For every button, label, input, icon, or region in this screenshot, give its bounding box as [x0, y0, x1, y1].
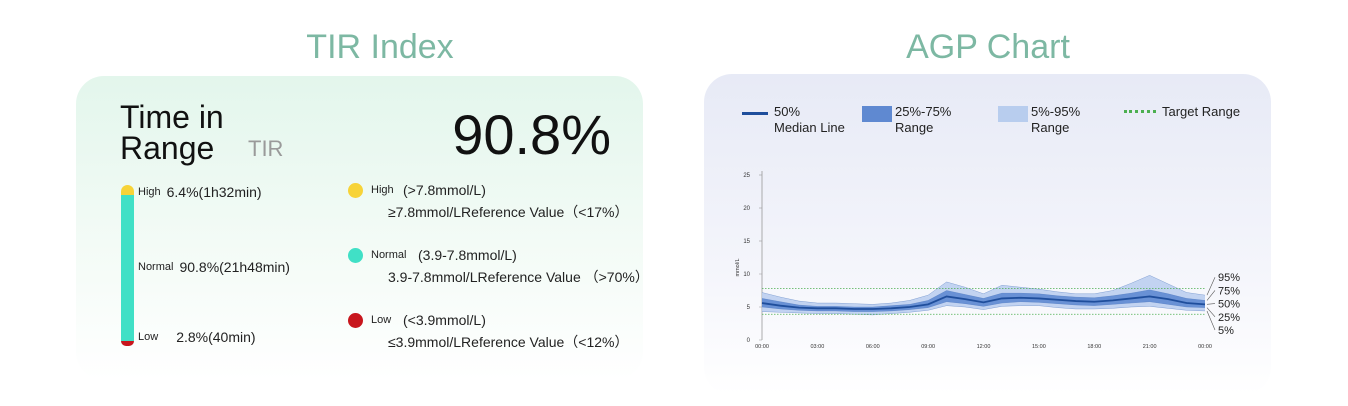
series-label: 5% [1218, 325, 1234, 337]
x-tick-label: 00:00 [755, 344, 769, 350]
leader-line [1206, 310, 1216, 331]
legend-reference: 3.9-7.8mmol/LReference Value （>70%） [388, 269, 643, 285]
legend-swatch [862, 106, 892, 122]
leader-line [1206, 307, 1216, 317]
bar-segment [121, 341, 134, 346]
legend-range: (>7.8mmol/L) [403, 182, 486, 198]
agp-heading: AGP Chart [906, 28, 1070, 66]
tir-heading: TIR Index [306, 28, 454, 66]
legend-swatch [998, 106, 1028, 122]
tir-legend: High (>7.8mmol/L) ≥7.8mmol/LReference Valu… [348, 76, 643, 376]
agp-legend: 50% Median Line 25%-75% Range 5%-95% Range… [704, 104, 1271, 144]
level-label: 90.8%(21h48min) [179, 259, 290, 276]
tir-title: Time in Range [120, 99, 224, 166]
band [762, 289, 1205, 312]
tir-value: 90.8% [452, 103, 611, 166]
series-label: 75% [1218, 285, 1240, 297]
y-tick-label: 10 [743, 272, 750, 278]
x-tick-label: 12:00 [977, 344, 991, 350]
x-tick-label: 06:00 [866, 344, 880, 350]
legend-range: (<3.9mmol/L) [403, 312, 486, 328]
leader-line [1206, 290, 1216, 301]
median-line [761, 295, 1206, 310]
legend-name: Normal [371, 249, 407, 261]
bar-segment [121, 185, 134, 196]
leader-line [1206, 303, 1216, 305]
legend-text: 25%-75% Range [895, 104, 952, 135]
bar-label-row: Low 2.8%(40min) [138, 329, 256, 345]
x-tick-label: 18:00 [1087, 344, 1101, 350]
y-tick-label: 5 [747, 305, 751, 311]
x-tick-label: 15:00 [1032, 344, 1046, 350]
legend-dot [348, 313, 363, 328]
legend-reference: ≤3.9mmol/LReference Value（<12%） [388, 334, 629, 350]
legend-swatch [1124, 110, 1156, 113]
series-label: 50% [1218, 299, 1240, 311]
y-tick-label: 25 [743, 173, 750, 179]
legend-text: 50% Median Line [774, 104, 845, 135]
bar-label-row: Normal 90.8%(21h48min) [138, 259, 290, 275]
legend-reference: ≥7.8mmol/LReference Value（<17%） [388, 204, 629, 220]
legend-name: Low [371, 314, 392, 326]
x-tick-label: 03:00 [810, 344, 824, 350]
legend-range: (3.9-7.8mmol/L) [418, 247, 517, 263]
legend-dot [348, 248, 363, 263]
leader-line [1206, 277, 1216, 296]
level-label: 2.8%(40min) [176, 328, 256, 345]
y-tick-label: 15 [743, 239, 750, 245]
x-tick-label: 00:00 [1198, 344, 1212, 350]
legend-dot [348, 183, 363, 198]
series-label: 95% [1218, 272, 1240, 284]
x-tick-label: 09:00 [921, 344, 935, 350]
percentile-line [761, 275, 1206, 305]
level-name: High [138, 186, 161, 199]
y-tick-label: 20 [743, 206, 750, 212]
y-axis-label: mmol/L [735, 258, 741, 276]
x-tick-label: 21:00 [1143, 344, 1157, 350]
percentile-line [761, 289, 1206, 308]
bar-label-row: High 6.4%(1h32min) [138, 184, 262, 200]
agp-card: 50% Median Line 25%-75% Range 5%-95% Range… [704, 74, 1271, 395]
tir-card: Time in Range TIR 90.8% High (>7.8mmol/L)… [76, 76, 643, 380]
legend-text: Target Range [1162, 104, 1241, 119]
level-name: Normal [138, 261, 174, 274]
tir-abbr: TIR [248, 136, 284, 161]
agp-chart: 0 5 10 15 20 25 00:00 03:00 06:00 09:00 12:00 15:00… [735, 171, 1240, 350]
y-tick-label: 0 [747, 338, 751, 344]
percentile-line [761, 301, 1206, 312]
tir-bar [121, 185, 134, 346]
legend-name: High [371, 184, 394, 196]
legend-swatch [742, 112, 768, 115]
series-label: 25% [1218, 312, 1240, 324]
percentile-line [761, 305, 1206, 316]
legend-text: 5%-95% Range [1031, 104, 1081, 135]
level-name: Low [138, 330, 159, 343]
level-label: 6.4%(1h32min) [166, 184, 262, 201]
bar-segment [121, 195, 134, 342]
